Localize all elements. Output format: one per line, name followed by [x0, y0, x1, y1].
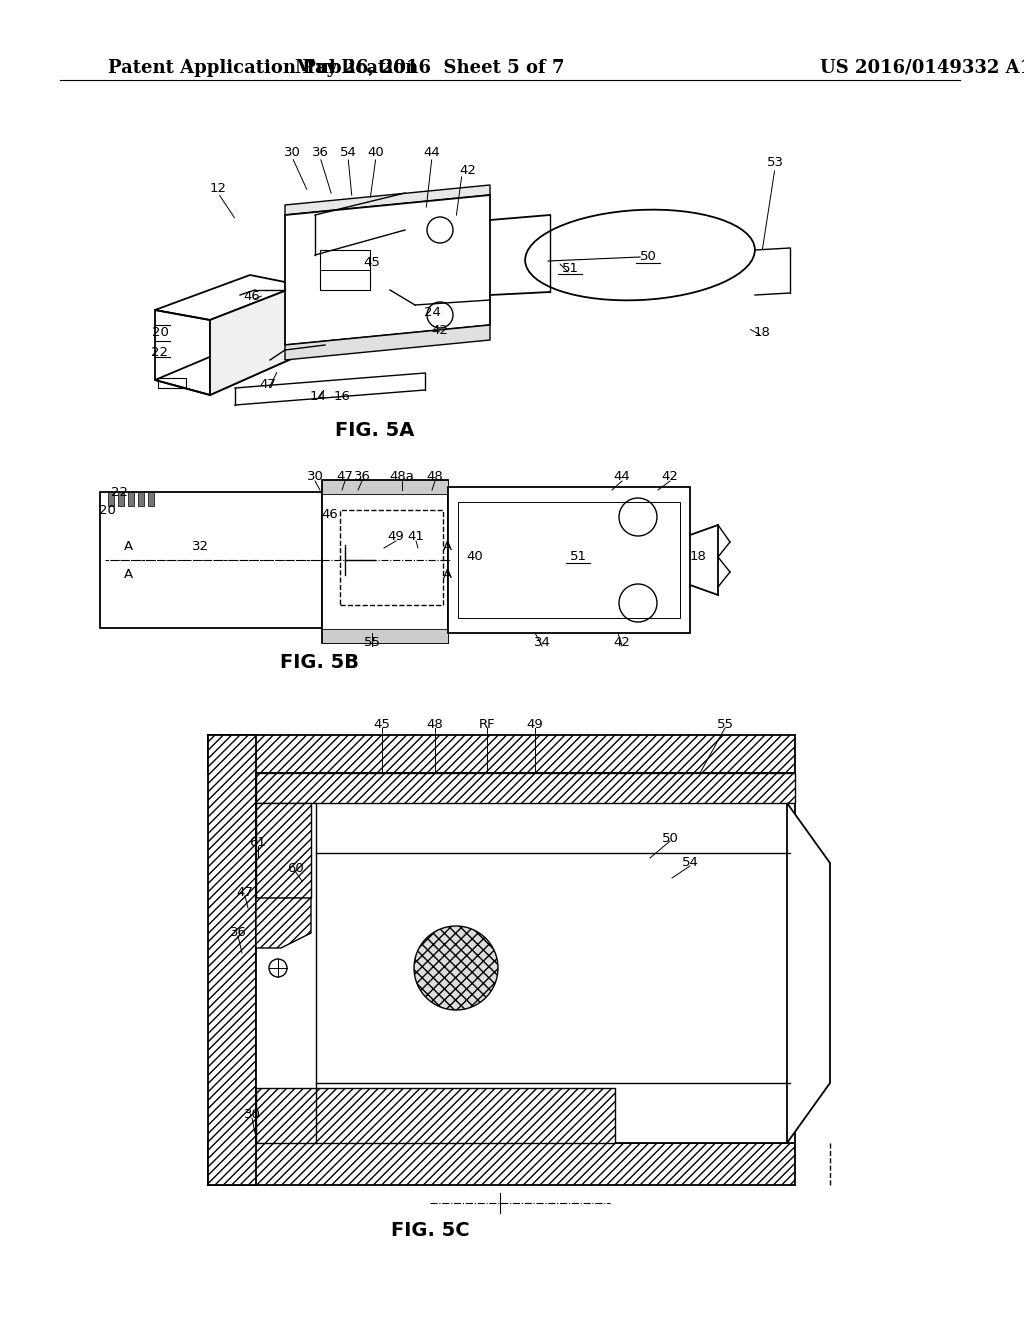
Text: 18: 18 — [754, 326, 770, 338]
Text: 49: 49 — [526, 718, 544, 731]
Text: 48: 48 — [427, 470, 443, 483]
Text: A: A — [124, 540, 132, 553]
Bar — [449, 487, 690, 634]
Text: 36: 36 — [353, 470, 371, 483]
Text: 36: 36 — [229, 927, 247, 940]
Polygon shape — [787, 803, 830, 1143]
Text: 42: 42 — [431, 323, 449, 337]
Text: 50: 50 — [662, 832, 679, 845]
Text: 40: 40 — [368, 145, 384, 158]
Bar — [208, 1143, 795, 1185]
Text: RF: RF — [478, 718, 496, 731]
Text: 20: 20 — [152, 326, 168, 338]
Text: May 26, 2016  Sheet 5 of 7: May 26, 2016 Sheet 5 of 7 — [295, 59, 565, 77]
Bar — [256, 803, 311, 898]
Text: A: A — [442, 568, 452, 581]
Text: 34: 34 — [534, 635, 551, 648]
Text: US 2016/0149332 A1: US 2016/0149332 A1 — [820, 59, 1024, 77]
Bar — [138, 492, 144, 506]
Text: 51: 51 — [569, 550, 587, 564]
Text: FIG. 5C: FIG. 5C — [391, 1221, 469, 1239]
Polygon shape — [256, 898, 311, 948]
Text: 46: 46 — [244, 289, 260, 302]
Text: 16: 16 — [334, 389, 350, 403]
Bar — [108, 492, 114, 506]
Text: 55: 55 — [364, 635, 381, 648]
Bar — [208, 735, 795, 774]
Text: 47: 47 — [237, 887, 253, 899]
Bar — [148, 492, 154, 506]
Text: FIG. 5A: FIG. 5A — [335, 421, 415, 440]
Text: 30: 30 — [244, 1109, 260, 1122]
Text: 60: 60 — [287, 862, 303, 874]
Text: 48a: 48a — [389, 470, 415, 483]
Text: 12: 12 — [210, 181, 226, 194]
Text: 42: 42 — [662, 470, 679, 483]
Text: 44: 44 — [424, 145, 440, 158]
Text: 42: 42 — [460, 164, 476, 177]
Text: 20: 20 — [98, 503, 116, 516]
Text: 47: 47 — [259, 379, 276, 392]
Text: 44: 44 — [613, 470, 631, 483]
Bar — [118, 492, 124, 506]
Text: 61: 61 — [250, 837, 266, 850]
Text: 53: 53 — [767, 157, 783, 169]
Text: A: A — [442, 540, 452, 553]
Bar — [158, 378, 186, 388]
Text: 41: 41 — [408, 531, 424, 544]
Text: 54: 54 — [682, 857, 698, 870]
Polygon shape — [285, 185, 490, 215]
Bar — [319, 249, 370, 290]
Polygon shape — [285, 325, 490, 360]
Text: 42: 42 — [613, 635, 631, 648]
Text: 36: 36 — [311, 145, 329, 158]
Text: 49: 49 — [388, 531, 404, 544]
Bar — [128, 492, 134, 506]
Text: 22: 22 — [112, 486, 128, 499]
Text: 54: 54 — [340, 145, 356, 158]
Bar — [256, 774, 795, 1143]
Bar — [256, 1088, 615, 1143]
Text: 51: 51 — [561, 261, 579, 275]
Text: 24: 24 — [424, 305, 440, 318]
Text: 46: 46 — [322, 508, 338, 521]
Text: 18: 18 — [689, 550, 707, 564]
Text: 40: 40 — [467, 550, 483, 564]
Text: 47: 47 — [337, 470, 353, 483]
Text: 45: 45 — [364, 256, 381, 268]
Bar — [100, 492, 322, 628]
Polygon shape — [285, 195, 490, 345]
Text: 55: 55 — [717, 718, 733, 731]
Text: 14: 14 — [309, 389, 327, 403]
Bar — [322, 630, 449, 643]
Text: 22: 22 — [152, 346, 169, 359]
Circle shape — [414, 927, 498, 1010]
Bar — [322, 480, 449, 643]
Ellipse shape — [525, 210, 755, 301]
Bar — [256, 774, 795, 803]
Text: 48: 48 — [427, 718, 443, 731]
Text: Patent Application Publication: Patent Application Publication — [108, 59, 418, 77]
Text: 30: 30 — [306, 470, 324, 483]
Text: 32: 32 — [191, 540, 209, 553]
Bar — [340, 510, 443, 605]
Bar — [458, 502, 680, 618]
Text: 30: 30 — [284, 145, 300, 158]
Text: FIG. 5B: FIG. 5B — [281, 652, 359, 672]
Text: 50: 50 — [640, 251, 656, 264]
Polygon shape — [210, 285, 300, 395]
Text: A: A — [124, 568, 132, 581]
Bar — [322, 480, 449, 494]
Bar — [208, 735, 256, 1185]
Text: 45: 45 — [374, 718, 390, 731]
